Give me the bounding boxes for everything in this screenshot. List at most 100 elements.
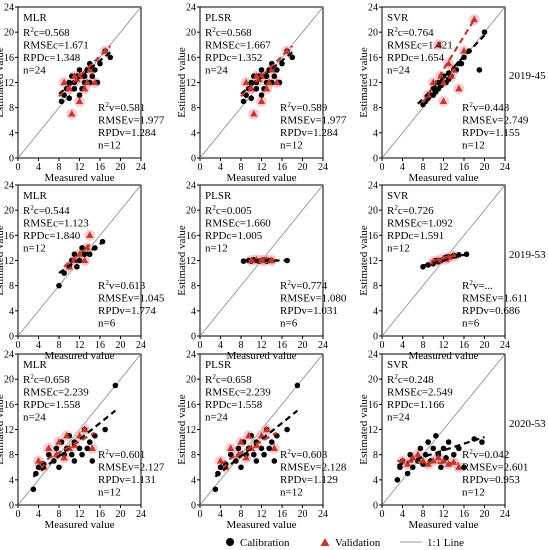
validation-point	[439, 97, 448, 104]
panel-title: PLSR	[205, 12, 232, 24]
y-tick-label: 0	[191, 154, 196, 165]
validation-point	[81, 256, 89, 264]
validation-point	[409, 453, 417, 461]
y-tick-label: 24	[4, 350, 14, 361]
x-tick-label: 0	[198, 509, 203, 520]
validation-stat: n=12	[462, 140, 485, 152]
panel-svr-2019-45: 0 4 8 12 16 20 24 0 4 8 12 16 20 24 Measured value Esti…	[358, 3, 529, 185]
y-tick-label: 4	[191, 475, 196, 486]
calibration-stat: RMSEc=1.671	[23, 40, 89, 52]
validation-point	[63, 431, 71, 439]
calibration-point	[112, 382, 119, 389]
validation-stat: R2v=0.581	[98, 101, 145, 114]
validation-point	[55, 438, 63, 445]
validation-stat: RMSEv=2.601	[462, 462, 528, 474]
x-tick-label: 20	[298, 509, 308, 520]
validation-stat: n=12	[280, 487, 303, 499]
x-tick-label: 16	[459, 162, 469, 173]
calibration-stat: R2c=0.005	[205, 204, 252, 217]
y-tick-label: 16	[4, 400, 14, 411]
calibration-point	[450, 451, 457, 458]
x-tick-label: 12	[439, 340, 449, 351]
calibration-stat: RMSEc=1.667	[205, 40, 271, 52]
validation-point	[265, 78, 273, 86]
y-tick-label: 20	[186, 206, 196, 217]
x-axis-title: Measured value	[409, 350, 479, 362]
calibration-point	[445, 439, 452, 445]
validation-fit-line	[397, 459, 459, 465]
x-axis-title: Measured value	[227, 350, 297, 362]
y-tick-label: 20	[4, 206, 14, 217]
calibration-point	[266, 445, 272, 452]
calibration-stat: R2c=0.568	[23, 26, 70, 39]
validation-stat: RPDv=0.953	[462, 474, 520, 486]
y-tick-label: 16	[368, 400, 378, 411]
x-tick-label: 4	[218, 162, 223, 173]
calibration-stat: R2c=0.568	[205, 26, 252, 39]
validation-stat: RMSEv=1.045	[98, 293, 165, 305]
x-tick-label: 4	[36, 509, 41, 520]
panel-title: MLR	[23, 359, 48, 371]
validation-fit-line	[430, 254, 457, 263]
validation-point	[60, 78, 68, 86]
y-tick-label: 16	[4, 53, 14, 64]
x-tick-label: 16	[277, 509, 287, 520]
panel-title: PLSR	[205, 190, 232, 202]
validation-stat: RPDv=1.284	[280, 127, 338, 139]
panel-grid: 0 4 8 12 16 20 24 0 4 8 12 16 20 24 Measured value Esti…	[0, 3, 529, 532]
x-tick-label: 20	[480, 340, 490, 351]
y-tick-label: 24	[368, 350, 378, 361]
calibration-point	[79, 451, 85, 458]
calibration-point	[30, 486, 37, 493]
y-tick-label: 0	[191, 501, 196, 512]
validation-stat: RMSEv=1.611	[462, 293, 528, 305]
one-to-one-line	[381, 353, 506, 506]
calibration-point	[258, 445, 265, 452]
validation-point	[434, 453, 442, 461]
calibration-stat: R2c=0.726	[387, 204, 434, 217]
validation-point	[242, 78, 250, 86]
calibration-point	[430, 445, 437, 452]
calibration-point	[271, 458, 278, 464]
validation-stat: R2v=0.774	[280, 279, 328, 292]
calibration-point	[89, 458, 96, 464]
x-tick-label: 16	[277, 162, 287, 173]
y-tick-label: 12	[4, 425, 14, 436]
calibration-point	[253, 85, 260, 92]
validation-stat: R2v=0.448	[462, 101, 510, 114]
validation-point	[450, 65, 458, 73]
calibration-point	[268, 439, 275, 445]
y-tick-label: 16	[368, 53, 378, 64]
validation-stat: RPDv=0.686	[462, 305, 520, 317]
y-tick-label: 8	[191, 103, 196, 114]
calibration-point	[66, 95, 73, 102]
x-tick-label: 0	[380, 509, 385, 520]
x-tick-label: 4	[218, 340, 223, 351]
validation-stat: R2v=0.589	[280, 101, 328, 114]
validation-fit-line	[248, 258, 275, 262]
calibration-point	[86, 439, 93, 445]
x-tick-label: 8	[421, 509, 426, 520]
calibration-point	[227, 451, 234, 458]
y-axis-title: Estimated value	[176, 394, 188, 465]
validation-stat: RPDv=1.031	[280, 305, 338, 317]
calibration-point	[404, 470, 411, 477]
x-tick-label: 4	[218, 509, 223, 520]
x-tick-label: 8	[57, 509, 62, 520]
validation-stat: RPDv=1.284	[98, 127, 156, 139]
calibration-point	[217, 464, 224, 471]
calibration-point	[89, 73, 96, 80]
y-tick-label: 4	[191, 306, 196, 317]
x-tick-label: 24	[318, 340, 328, 351]
calibration-point	[76, 92, 83, 98]
calibration-point	[74, 263, 80, 270]
row-labels: 2019-45 2019-53 2020-53	[509, 70, 546, 430]
calibration-stat: RMSEc=2.549	[387, 387, 453, 399]
calibration-point	[261, 451, 267, 458]
validation-stat: n=12	[280, 140, 303, 152]
x-tick-label: 16	[459, 340, 469, 351]
x-tick-label: 4	[400, 340, 405, 351]
validation-point	[81, 84, 89, 92]
x-tick-label: 16	[277, 340, 287, 351]
validation-point	[268, 65, 276, 73]
